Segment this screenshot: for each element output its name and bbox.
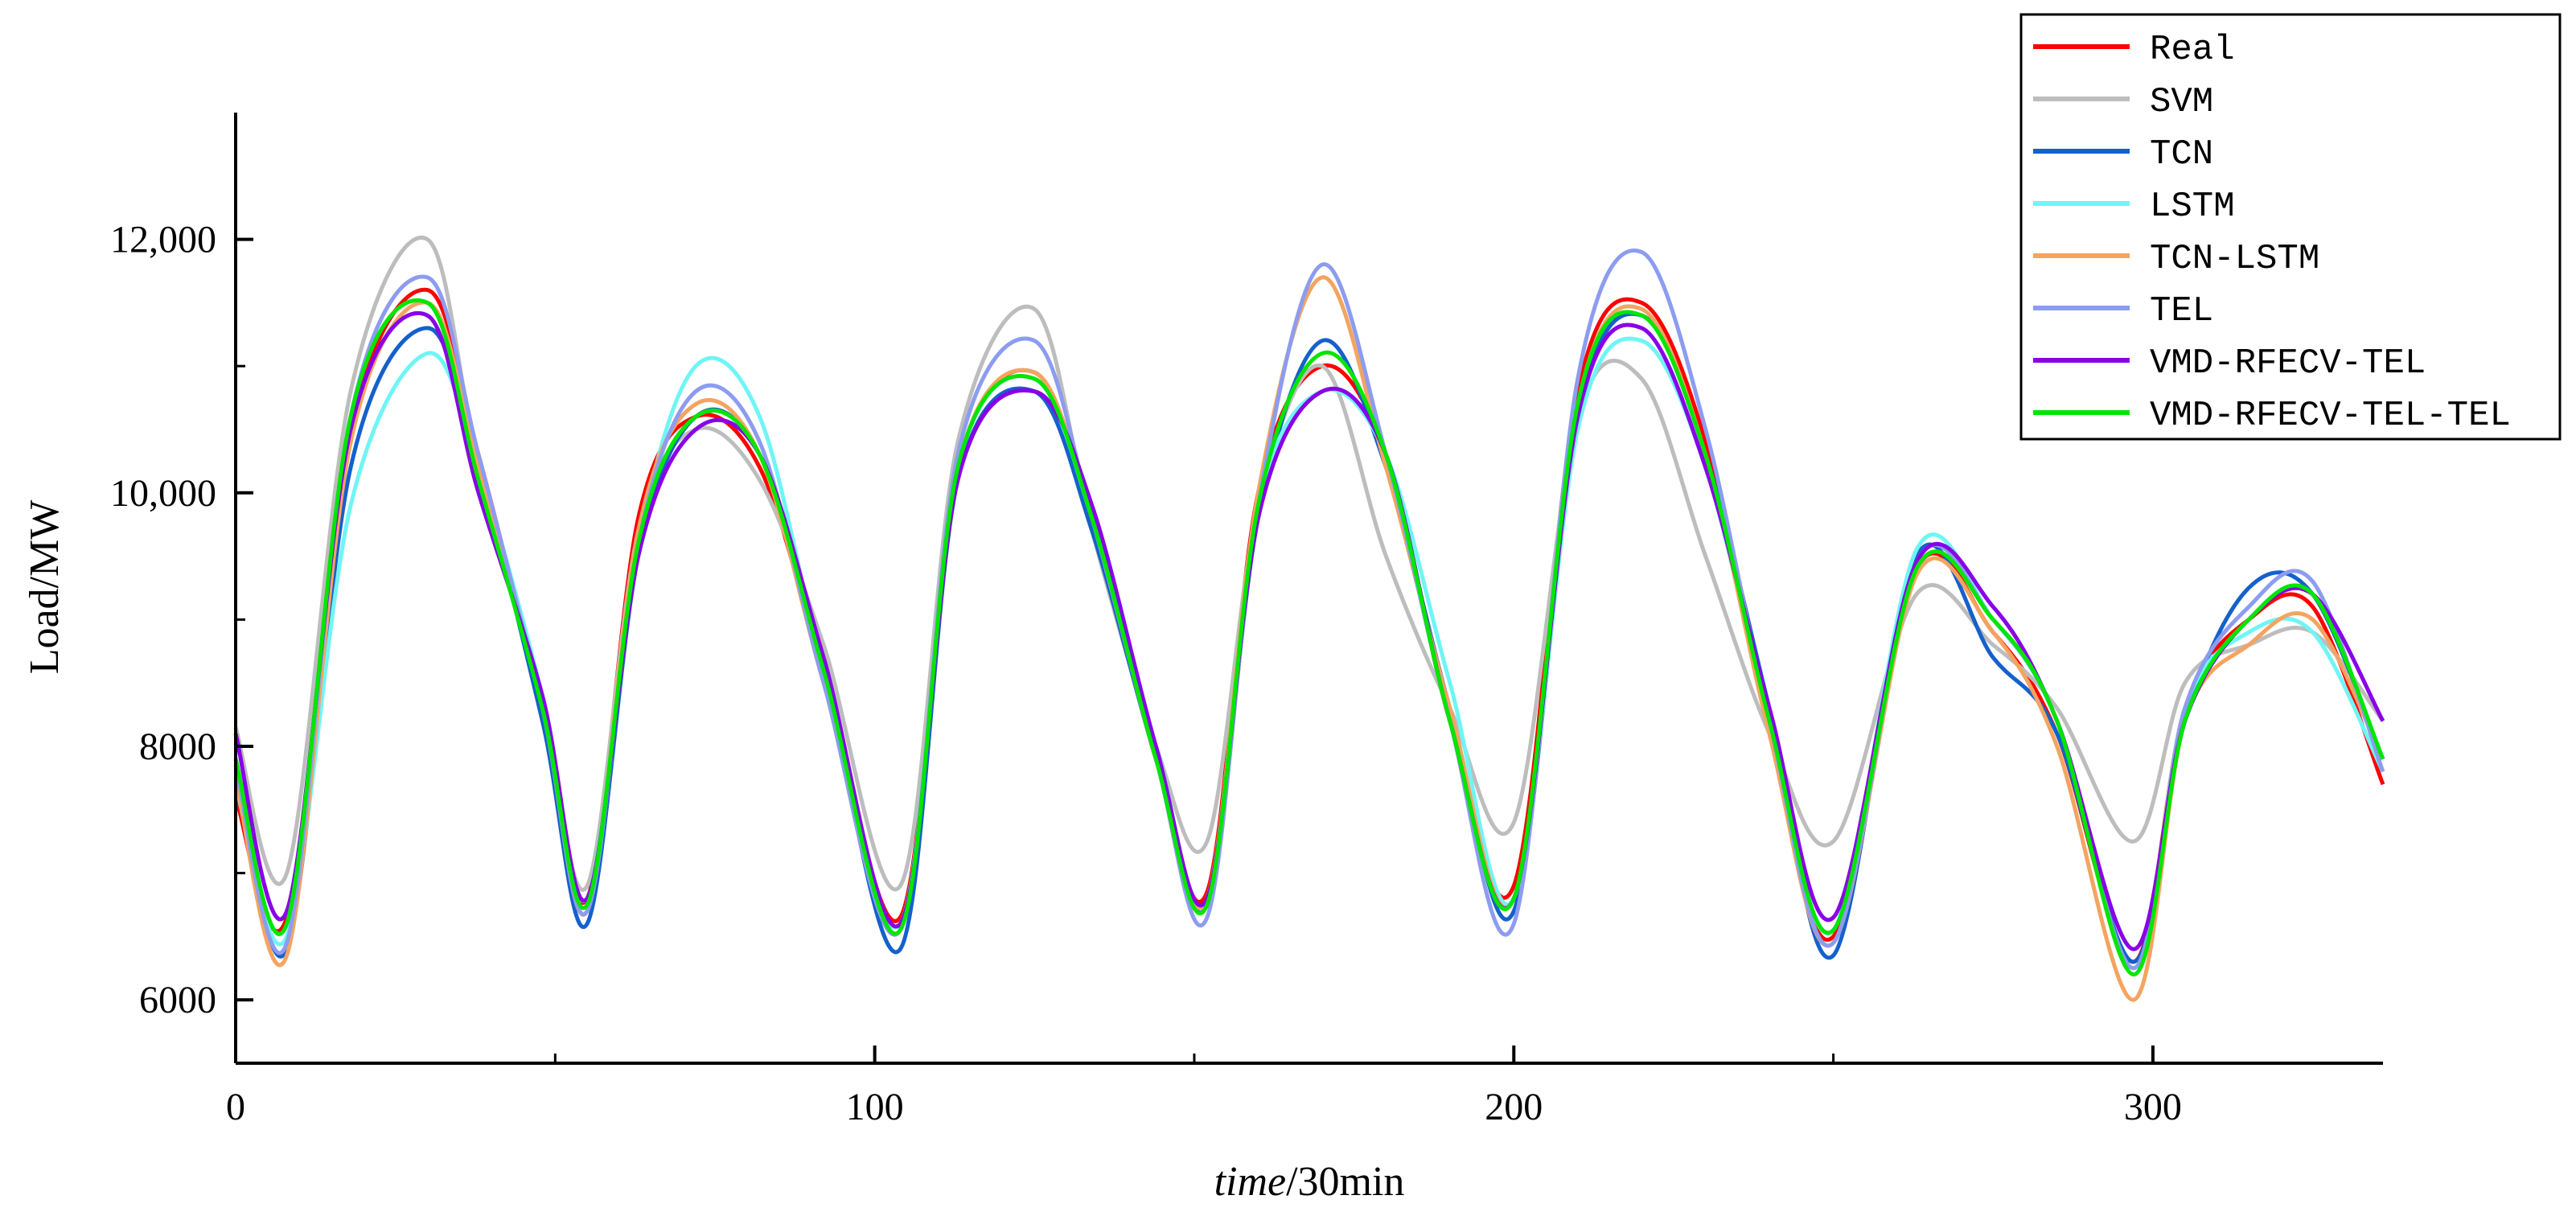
y-tick-label: 8000 [139,725,216,768]
x-axis-title-unit: /30min [1286,1159,1404,1205]
y-tick-label: 12,000 [110,219,216,261]
axes [234,113,2383,1065]
x-axis-title-italic: time [1214,1159,1287,1205]
y-tick-label: 10,000 [110,472,216,515]
plot-area [233,236,2385,1002]
x-tick-label: 200 [1485,1086,1543,1128]
legend-label-tel: TEL [2150,291,2213,331]
y-tick-label: 6000 [139,979,216,1021]
series-line-vmd-rfecv-tel-tel [233,298,2385,977]
legend: Real SVM TCN LSTM TCN-LSTM TEL VMD-RFECV-TEL VM… [2019,13,2562,441]
ticks: 0 100 200 300 6000 8000 10,000 12,000 [110,219,2182,1128]
legend-label-tcn-lstm: TCN-LSTM [2150,239,2319,279]
legend-label-tcn: TCN [2150,134,2213,175]
legend-label-svm: SVM [2150,82,2213,122]
legend-label-vmd-rfecv-tel-tel: VMD-RFECV-TEL-TEL [2150,396,2511,436]
y-axis-title: Load/MW [22,500,68,675]
legend-label-lstm: LSTM [2150,187,2235,227]
legend-box [2019,13,2562,441]
legend-label-vmd-rfecv-tel: VMD-RFECV-TEL [2150,343,2426,384]
x-axis-title: time/30min [1214,1159,1405,1205]
x-tick-label: 300 [2124,1086,2182,1128]
legend-label-real: Real [2150,30,2235,70]
x-tick-label: 0 [226,1086,245,1128]
x-tick-label: 100 [846,1086,904,1128]
